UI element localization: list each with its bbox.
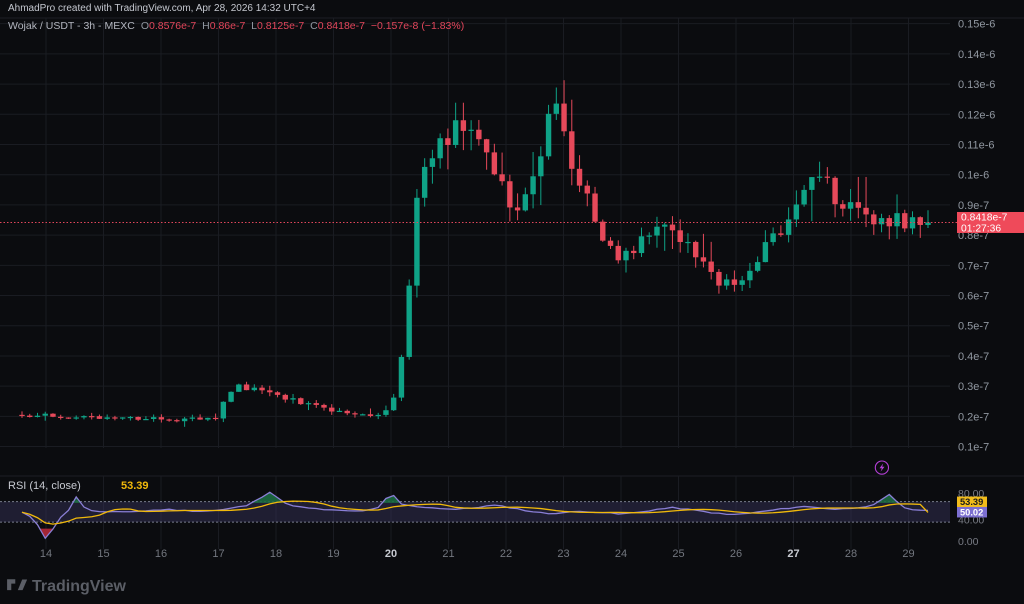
svg-text:26: 26 (730, 548, 742, 560)
svg-text:0.1e-6: 0.1e-6 (958, 170, 989, 182)
svg-text:0.8576e-7: 0.8576e-7 (149, 20, 196, 32)
svg-text:23: 23 (557, 548, 569, 560)
svg-text:−0.157e-8 (−1.83%): −0.157e-8 (−1.83%) (371, 20, 464, 32)
svg-text:17: 17 (212, 548, 224, 560)
svg-text:AhmadPro created with TradingV: AhmadPro created with TradingView.com, A… (8, 3, 316, 14)
svg-text:0.2e-7: 0.2e-7 (958, 411, 989, 423)
svg-text:0.6e-7: 0.6e-7 (958, 291, 989, 303)
svg-text:0.14e-6: 0.14e-6 (958, 49, 995, 61)
svg-text:RSI (14, close): RSI (14, close) (8, 480, 81, 492)
svg-text:0.4e-7: 0.4e-7 (958, 351, 989, 363)
svg-text:0.86e-7: 0.86e-7 (210, 20, 246, 32)
svg-text:27: 27 (787, 548, 799, 560)
svg-text:24: 24 (615, 548, 627, 560)
svg-text:28: 28 (845, 548, 857, 560)
svg-text:0.11e-6: 0.11e-6 (958, 139, 995, 151)
svg-text:25: 25 (672, 548, 684, 560)
svg-text:01:27:36: 01:27:36 (961, 223, 1001, 234)
svg-text:0.3e-7: 0.3e-7 (958, 381, 989, 393)
svg-text:TradingView: TradingView (32, 578, 127, 595)
svg-text:53.39: 53.39 (960, 497, 983, 507)
svg-text:0.8418e-7: 0.8418e-7 (961, 212, 1008, 223)
svg-text:19: 19 (327, 548, 339, 560)
svg-text:0.00: 0.00 (958, 536, 979, 548)
svg-text:21: 21 (442, 548, 454, 560)
svg-text:0.12e-6: 0.12e-6 (958, 109, 995, 121)
svg-text:18: 18 (270, 548, 282, 560)
svg-text:H: H (202, 20, 210, 32)
svg-text:0.7e-7: 0.7e-7 (958, 260, 989, 272)
svg-text:53.39: 53.39 (121, 480, 149, 492)
svg-text:O: O (141, 20, 149, 32)
svg-text:0.8418e-7: 0.8418e-7 (318, 20, 365, 32)
svg-text:22: 22 (500, 548, 512, 560)
svg-text:14: 14 (40, 548, 52, 560)
svg-text:Wojak / USDT - 3h - MEXC: Wojak / USDT - 3h - MEXC (8, 20, 135, 32)
svg-text:50.02: 50.02 (960, 508, 983, 518)
svg-text:16: 16 (155, 548, 167, 560)
svg-text:15: 15 (97, 548, 109, 560)
svg-text:0.1e-7: 0.1e-7 (958, 442, 989, 454)
svg-text:0.8125e-7: 0.8125e-7 (257, 20, 304, 32)
svg-text:0.13e-6: 0.13e-6 (958, 79, 995, 91)
svg-text:0.9e-7: 0.9e-7 (958, 200, 989, 212)
svg-text:20: 20 (385, 548, 397, 560)
svg-text:0.5e-7: 0.5e-7 (958, 321, 989, 333)
svg-text:29: 29 (902, 548, 914, 560)
svg-text:0.15e-6: 0.15e-6 (958, 19, 995, 31)
